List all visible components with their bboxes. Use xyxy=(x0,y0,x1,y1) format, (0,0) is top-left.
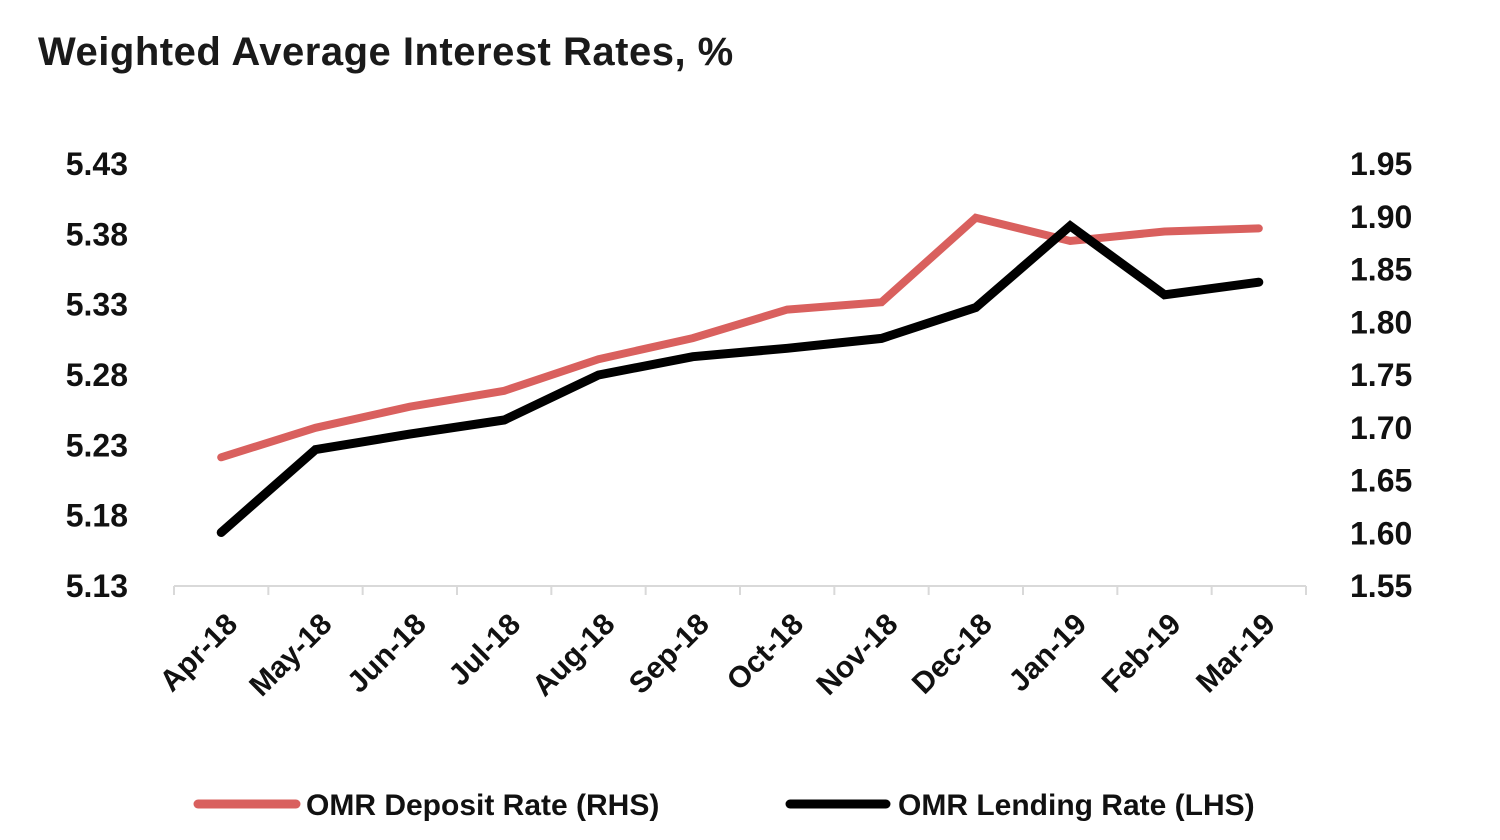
right-axis-tick-label: 1.85 xyxy=(1350,252,1412,288)
series-lines xyxy=(216,213,1264,537)
x-axis-tick-label: Jan-19 xyxy=(1003,608,1094,699)
x-axis-tick-label: Dec-18 xyxy=(906,608,999,701)
right-axis-tick-label: 1.55 xyxy=(1350,568,1412,604)
x-axis-tick-label: Jul-18 xyxy=(442,608,527,693)
legend-label: OMR Lending Rate (LHS) xyxy=(898,789,1255,822)
right-axis-tick-label: 1.75 xyxy=(1350,357,1412,393)
series-line-lending-rate xyxy=(216,220,1264,537)
x-axis-labels: Apr-18 May-18 Jun-18 Jul-18 Aug-18 Sep-18 Oct-… xyxy=(154,608,1282,703)
right-axis-tick-label: 1.70 xyxy=(1350,410,1412,446)
left-axis-tick-label: 5.13 xyxy=(66,568,128,604)
left-axis-tick-label: 5.43 xyxy=(66,146,128,182)
legend-label: OMR Deposit Rate (RHS) xyxy=(306,789,659,822)
x-axis-tick-label: Aug-18 xyxy=(526,608,621,703)
x-axis-tick-label: Sep-18 xyxy=(623,608,716,701)
right-axis-tick-label: 1.95 xyxy=(1350,146,1412,182)
x-axis-tick-label: Feb-19 xyxy=(1096,608,1188,700)
left-axis-tick-label: 5.23 xyxy=(66,427,128,463)
x-axis-tick-marks xyxy=(173,586,1307,595)
x-axis-tick-label: Apr-18 xyxy=(154,608,245,699)
right-axis-tick-label: 1.90 xyxy=(1350,199,1412,235)
x-axis-tick-label: May-18 xyxy=(243,608,338,703)
left-axis-ticks: 5.43 5.38 5.33 5.28 5.23 5.18 5.13 xyxy=(66,146,128,604)
left-axis-tick-label: 5.33 xyxy=(66,287,128,323)
x-axis-tick-label: Jun-18 xyxy=(341,608,433,700)
legend: OMR Deposit Rate (RHS) OMR Lending Rate (… xyxy=(193,789,1255,822)
right-axis-tick-label: 1.60 xyxy=(1350,515,1412,551)
right-axis-ticks: 1.95 1.90 1.85 1.80 1.75 1.70 1.65 1.60 1.55 xyxy=(1350,146,1412,604)
x-axis-tick-label: Nov-18 xyxy=(810,608,904,702)
left-axis-tick-label: 5.18 xyxy=(66,498,128,534)
right-axis-tick-label: 1.65 xyxy=(1350,463,1412,499)
x-axis-tick-label: Mar-19 xyxy=(1190,608,1282,700)
chart-title: Weighted Average Interest Rates, % xyxy=(38,30,734,74)
left-axis-tick-label: 5.38 xyxy=(66,216,128,252)
x-axis-tick-label: Oct-18 xyxy=(721,608,810,697)
right-axis-tick-label: 1.80 xyxy=(1350,304,1412,340)
left-axis-tick-label: 5.28 xyxy=(66,357,128,393)
